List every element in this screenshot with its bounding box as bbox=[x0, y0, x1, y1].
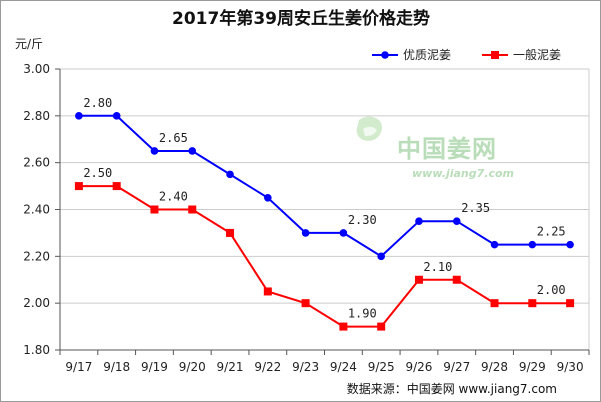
data-label: 2.10 bbox=[423, 260, 452, 274]
watermark-text: 中国姜网 bbox=[397, 135, 497, 163]
data-label: 2.00 bbox=[537, 283, 566, 297]
watermark: 中国姜网 www.jiang7.com bbox=[356, 116, 514, 180]
data-point bbox=[452, 275, 461, 284]
data-point bbox=[75, 112, 83, 120]
x-tick-label: 9/24 bbox=[330, 360, 357, 374]
data-label: 1.90 bbox=[348, 307, 377, 321]
x-tick-label: 9/23 bbox=[292, 360, 319, 374]
data-point bbox=[112, 112, 121, 120]
data-point bbox=[339, 229, 348, 237]
data-point bbox=[188, 147, 197, 155]
legend-label: 一般泥姜 bbox=[513, 47, 561, 62]
x-tick-label: 9/29 bbox=[519, 360, 546, 374]
data-point bbox=[150, 147, 159, 155]
data-point bbox=[566, 240, 574, 249]
data-point bbox=[188, 205, 197, 214]
data-point bbox=[301, 299, 310, 308]
x-tick-label: 9/22 bbox=[254, 360, 281, 374]
data-point bbox=[301, 229, 310, 237]
data-label: 2.40 bbox=[159, 190, 188, 204]
data-point bbox=[377, 322, 386, 331]
data-point bbox=[490, 240, 499, 249]
data-point bbox=[415, 217, 423, 226]
watermark-url: www.jiang7.com bbox=[412, 167, 514, 180]
y-tick-label: 2.40 bbox=[23, 203, 50, 217]
data-point bbox=[74, 182, 83, 191]
data-point bbox=[452, 217, 461, 226]
data-point bbox=[150, 205, 159, 214]
series-line-2 bbox=[78, 185, 571, 328]
legend: 优质泥姜 一般泥姜 bbox=[372, 47, 561, 62]
gridlines bbox=[60, 68, 589, 304]
data-labels: 2.80 2.65 2.30 2.35 2.25 2.50 2.40 1.90 2.10 2.00 bbox=[83, 96, 565, 321]
data-point bbox=[566, 299, 575, 308]
data-point bbox=[112, 182, 121, 191]
data-point bbox=[528, 240, 537, 249]
x-ticks: 9/17 9/18 9/19 9/20 9/21 9/22 9/23 9/24 9/25 9/26… bbox=[59, 350, 590, 374]
data-point bbox=[490, 299, 499, 308]
ginger-logo-icon bbox=[356, 116, 382, 141]
x-tick-label: 9/17 bbox=[65, 360, 92, 374]
data-point bbox=[263, 287, 272, 296]
legend-marker bbox=[491, 51, 499, 59]
data-point bbox=[377, 252, 385, 261]
y-tick-label: 1.80 bbox=[23, 343, 50, 357]
data-label: 2.80 bbox=[83, 96, 112, 110]
data-label: 2.65 bbox=[159, 131, 188, 145]
x-tick-label: 9/27 bbox=[443, 360, 470, 374]
data-point bbox=[264, 193, 272, 202]
x-tick-label: 9/26 bbox=[405, 360, 432, 374]
data-point bbox=[339, 322, 348, 331]
legend-label: 优质泥姜 bbox=[403, 48, 451, 62]
data-label: 2.35 bbox=[461, 201, 490, 215]
legend-marker bbox=[381, 51, 389, 59]
x-tick-label: 9/19 bbox=[141, 360, 168, 374]
data-point bbox=[226, 170, 234, 179]
y-tick-label: 3.00 bbox=[23, 62, 50, 76]
y-axis-label: 元/斤 bbox=[15, 37, 43, 51]
x-tick-label: 9/18 bbox=[103, 360, 130, 374]
source-note: 数据来源：中国姜网 www.jiang7.com bbox=[347, 381, 557, 396]
y-tick-label: 2.20 bbox=[23, 249, 50, 263]
data-point bbox=[528, 299, 537, 308]
data-point bbox=[414, 275, 423, 284]
data-label: 2.25 bbox=[537, 225, 566, 239]
data-label: 2.30 bbox=[348, 213, 377, 227]
y-tick-label: 2.80 bbox=[23, 109, 50, 123]
x-tick-label: 9/25 bbox=[368, 360, 395, 374]
data-point bbox=[226, 228, 235, 237]
data-label: 2.50 bbox=[83, 166, 112, 180]
series-line-1 bbox=[78, 114, 571, 258]
y-tick-label: 2.00 bbox=[23, 296, 50, 310]
x-tick-label: 9/28 bbox=[481, 360, 508, 374]
chart-title: 2017年第39周安丘生姜价格走势 bbox=[172, 8, 430, 29]
y-ticks: 1.80 2.00 2.20 2.40 2.60 2.80 3.00 bbox=[23, 62, 60, 357]
x-tick-label: 9/30 bbox=[557, 360, 584, 374]
series-group bbox=[74, 112, 575, 331]
x-tick-label: 9/20 bbox=[179, 360, 206, 374]
x-tick-label: 9/21 bbox=[217, 360, 244, 374]
y-tick-label: 2.60 bbox=[23, 156, 50, 170]
